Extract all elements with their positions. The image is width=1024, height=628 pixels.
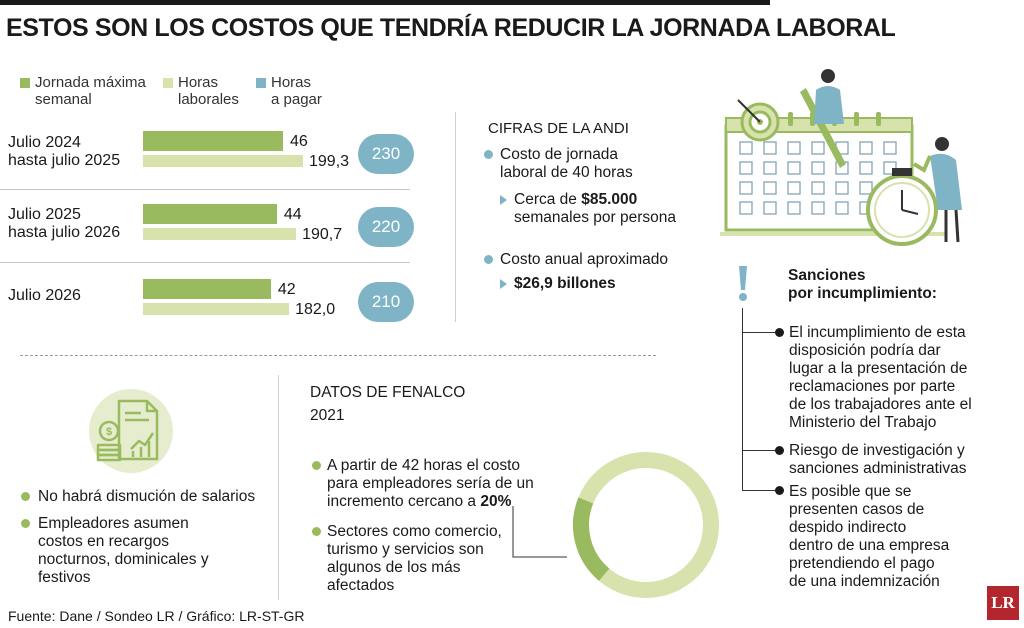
bullet-dot	[484, 255, 493, 264]
calendar-cell	[763, 161, 777, 175]
calendar-cell	[739, 141, 753, 155]
calendar-cell	[883, 141, 897, 155]
calendar-cell	[811, 181, 825, 195]
fenalco-year: 2021	[310, 407, 345, 424]
fenalco-item2: Sectores como comercio, turismo y servici…	[327, 523, 502, 594]
sancion-item-3: Es posible que se presenten casos de despi…	[789, 483, 950, 590]
money-chart-icon: $	[89, 389, 173, 473]
calendar-cell	[739, 161, 753, 175]
timeline-dot	[775, 328, 784, 337]
row-label-2025: Julio 2025 hasta julio 2026	[8, 206, 121, 241]
bullet-employers-surcharges: Empleadores asumen costos en recargos noct…	[38, 515, 209, 586]
calendar-cell	[787, 201, 801, 215]
bar-work-hours-2024	[143, 155, 303, 167]
page-title: ESTOS SON LOS COSTOS QUE TENDRÍA REDUCIR…	[6, 14, 896, 42]
andi-item1: Costo de jornada laboral de 40 horas	[500, 146, 633, 181]
fenalco-item1: A partir de 42 horas el costo para emplea…	[327, 457, 534, 510]
andi-title: CIFRAS DE LA ANDI	[488, 120, 629, 137]
bar-label-max-weekly-2025: 44	[283, 206, 302, 223]
calendar-cell	[811, 141, 825, 155]
bar-label-max-weekly-2026: 42	[277, 281, 296, 298]
row-label-2026: Julio 2026	[8, 287, 81, 304]
bullet-dot	[21, 492, 30, 501]
exclamation-icon	[739, 266, 747, 301]
sancion-item-2: Riesgo de investigación y sanciones admin…	[789, 442, 967, 477]
bar-work-hours-2026	[143, 303, 290, 315]
calendar-cell	[811, 161, 825, 175]
divider-vertical	[455, 112, 456, 322]
bar-max-weekly-2025	[143, 204, 277, 224]
bullet-dot	[312, 527, 321, 536]
calendar-cell	[763, 201, 777, 215]
calendar-cell	[811, 201, 825, 215]
row-separator	[0, 189, 410, 190]
calendar-cell	[763, 181, 777, 195]
badge-paid-hours-2025: 220	[358, 207, 414, 247]
bar-label-work-hours-2024: 199,3	[309, 153, 350, 170]
sanciones-title: Sanciones por incumplimiento:	[788, 267, 937, 302]
donut-segment-20pct	[573, 497, 610, 581]
calendar-cell	[763, 141, 777, 155]
calendar-cell	[739, 201, 753, 215]
footer-source: Fuente: Dane / Sondeo LR / Gráfico: LR-S…	[8, 608, 305, 624]
bullet-dot	[21, 519, 30, 528]
andi-item1-sub: Cerca de $85.000 semanales por persona	[514, 191, 676, 226]
donut-leader-line	[512, 506, 567, 558]
bullet-no-salary-reduction: No habrá dismución de salarios	[38, 488, 256, 505]
calendar-cell	[859, 141, 873, 155]
calendar-cell	[859, 161, 873, 175]
calendar-cell	[787, 141, 801, 155]
badge-paid-hours-2026: 210	[358, 282, 414, 322]
timeline-dot	[775, 486, 784, 495]
top-rule	[0, 0, 770, 5]
lr-logo: LR	[987, 586, 1019, 620]
legend-swatch-green	[20, 78, 30, 88]
calendar-cell	[787, 161, 801, 175]
calendar-cell	[835, 181, 849, 195]
legend-swatch-blue	[256, 78, 266, 88]
timeline-dot	[775, 446, 784, 455]
calendar-cell	[835, 201, 849, 215]
calendar-cell	[739, 181, 753, 195]
sancion-item-1: El incumplimiento de esta disposición pod…	[789, 324, 972, 431]
divider-vertical	[278, 375, 279, 600]
row-label-2024: Julio 2024 hasta julio 2025	[8, 134, 121, 169]
divider-dashed	[20, 355, 656, 356]
donut-chart	[512, 452, 719, 598]
bar-max-weekly-2024	[143, 131, 283, 151]
bar-label-max-weekly-2024: 46	[290, 133, 308, 150]
arrow-marker-icon	[500, 195, 507, 205]
calendar-cell	[787, 181, 801, 195]
row-separator	[0, 262, 410, 263]
andi-item2-sub: $26,9 billones	[514, 275, 616, 292]
bullet-dot	[312, 461, 321, 470]
bar-work-hours-2025	[143, 228, 297, 240]
svg-text:$: $	[106, 426, 112, 438]
legend-swatch-lightgreen	[163, 78, 173, 88]
bar-max-weekly-2026	[143, 279, 271, 299]
badge-paid-hours-2024: 230	[358, 134, 414, 174]
bullet-dot	[484, 150, 493, 159]
calendar-illustration	[720, 69, 962, 246]
andi-item2: Costo anual aproximado	[500, 251, 669, 268]
bar-label-work-hours-2025: 190,7	[302, 226, 343, 243]
fenalco-title: DATOS DE FENALCO	[310, 384, 466, 401]
arrow-marker-icon	[500, 279, 507, 289]
calendar-cell	[859, 181, 873, 195]
sanciones-timeline	[742, 308, 743, 490]
bar-label-work-hours-2026: 182,0	[295, 301, 336, 318]
